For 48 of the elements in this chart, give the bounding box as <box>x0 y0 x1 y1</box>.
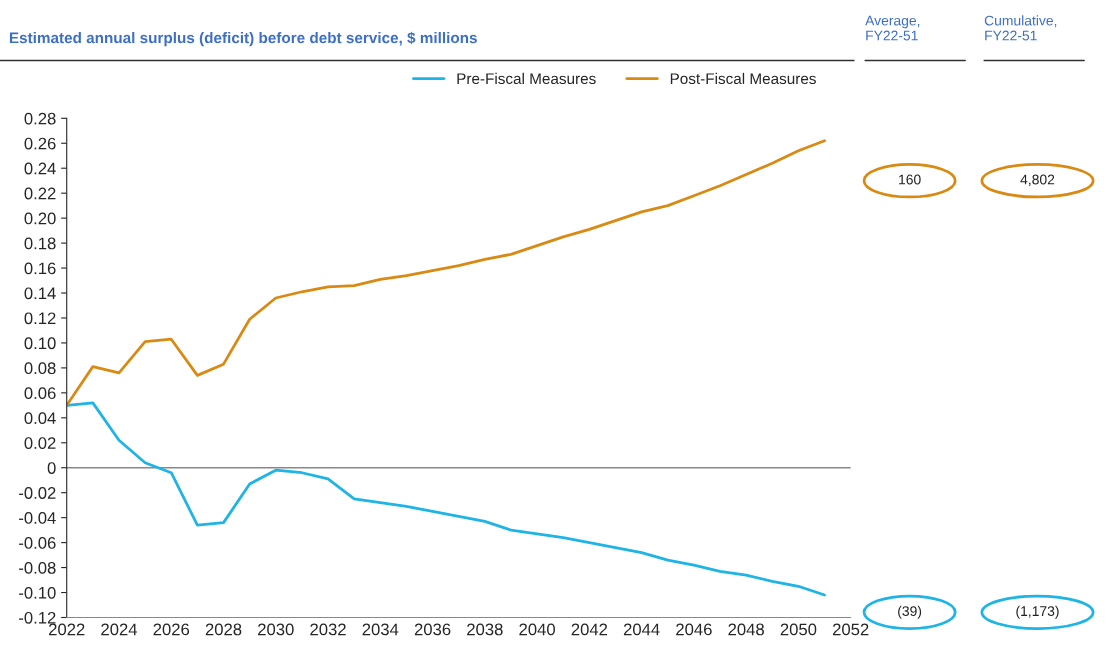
y-tick-label: -0.06 <box>19 537 56 549</box>
y-tick-label: 0 <box>47 462 56 474</box>
x-tick-label: 2036 <box>414 623 451 636</box>
x-tick-label: 2024 <box>101 623 138 636</box>
legend-label: Post-Fiscal Measures <box>670 72 816 85</box>
y-tick-label: 0.20 <box>24 212 56 225</box>
x-tick-label: 2044 <box>623 623 660 636</box>
text: 160 <box>899 174 921 185</box>
x-tick-label: 2048 <box>728 623 764 636</box>
x-tick-label: 2052 <box>832 623 869 636</box>
x-tick-label: 2042 <box>571 623 608 636</box>
y-tick-label: 0.22 <box>24 187 56 200</box>
y-tick-label: -0.02 <box>19 487 56 499</box>
x-tick-label: 2034 <box>362 623 399 636</box>
y-tick-label: 0.10 <box>24 337 56 350</box>
y-tick-label: -0.10 <box>19 586 56 599</box>
y-tick-label: 0.18 <box>24 237 56 250</box>
y-tick-label: 0.16 <box>24 262 56 275</box>
y-tick-label: 0.08 <box>24 362 56 375</box>
x-tick-label: 2040 <box>519 623 555 636</box>
x-tick-label: 2050 <box>780 623 817 636</box>
legend-label: Pre-Fiscal Measures <box>457 72 596 85</box>
x-tick-label: 2032 <box>310 623 346 636</box>
y-tick-label: 0.14 <box>24 287 56 300</box>
text: Cumulative, FY22-51 <box>984 15 1057 41</box>
y-tick-label: 0.04 <box>24 412 56 425</box>
text: Average, FY22-51 <box>865 15 920 41</box>
y-tick-label: -0.08 <box>19 561 56 574</box>
x-tick-label: 2030 <box>258 623 294 636</box>
y-tick-label: 0.28 <box>24 112 56 125</box>
y-tick-label: 0.12 <box>24 312 56 325</box>
x-tick-label: 2038 <box>467 623 503 636</box>
line-series <box>66 139 826 407</box>
x-tick-label: 2046 <box>676 623 712 636</box>
x-tick-label: 2022 <box>49 623 85 636</box>
line-series <box>66 401 826 597</box>
x-tick-label: 2028 <box>205 623 242 636</box>
text: 4,802 <box>1020 174 1055 187</box>
y-tick-label: -0.04 <box>19 512 56 524</box>
chart-title: Estimated annual surplus (deficit) before debt service, $ millions <box>9 31 477 47</box>
y-tick-label: 0.26 <box>24 137 56 150</box>
x-tick-label: 2026 <box>153 623 190 636</box>
y-tick-label: 0.06 <box>24 387 56 400</box>
y-tick-label: 0.24 <box>24 162 56 175</box>
y-tick-label: 0.02 <box>24 437 56 449</box>
text: (1,173) <box>1016 605 1059 619</box>
y-tick-label: -0.12 <box>19 611 56 624</box>
text: (39) <box>898 605 922 619</box>
